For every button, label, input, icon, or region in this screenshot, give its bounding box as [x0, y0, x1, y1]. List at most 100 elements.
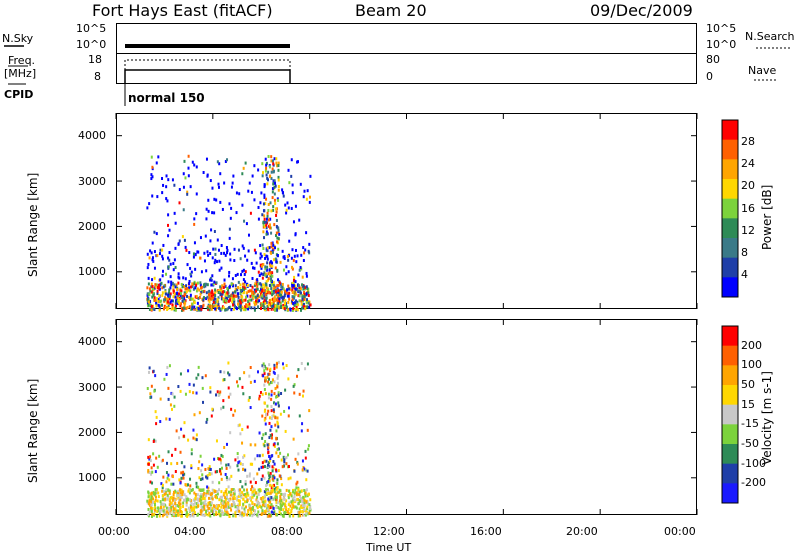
heatmap-cell — [218, 259, 221, 263]
heatmap-cell — [179, 509, 182, 513]
heatmap-cell — [152, 463, 155, 467]
heatmap-cell — [302, 506, 305, 510]
heatmap-cell — [267, 372, 270, 376]
heatmap-cell — [185, 284, 188, 288]
heatmap-cell — [206, 476, 209, 480]
colorbar-tick: -200 — [741, 476, 766, 490]
heatmap-cell — [191, 160, 194, 164]
heatmap-cell — [204, 374, 207, 378]
heatmap-cell — [284, 290, 287, 294]
heatmap-cell — [264, 157, 267, 161]
heatmap-cell — [265, 163, 268, 167]
heatmap-cell — [162, 494, 165, 498]
heatmap-cell — [276, 300, 279, 304]
freq-unit: [MHz] — [4, 67, 37, 80]
heatmap-cell — [194, 501, 197, 505]
colorbar-tick: 16 — [741, 201, 755, 215]
heatmap-cell — [270, 436, 273, 440]
heatmap-cell — [180, 289, 183, 293]
heatmap-cell — [187, 489, 190, 493]
heatmap-cell — [302, 299, 305, 303]
heatmap-cell — [238, 299, 241, 303]
heatmap-cell — [226, 478, 229, 482]
heatmap-cell — [220, 307, 223, 311]
heatmap-cell — [155, 514, 158, 518]
heatmap-cell — [266, 211, 269, 215]
heatmap-cell — [187, 506, 190, 510]
heatmap-cell — [268, 475, 271, 479]
heatmap-cell — [165, 506, 168, 510]
heatmap-cell — [178, 188, 181, 192]
heatmap-cell — [174, 301, 177, 305]
colorbar-segment — [722, 238, 738, 259]
heatmap-cell — [195, 376, 198, 380]
heatmap-cell — [274, 234, 277, 238]
heatmap-cell — [298, 493, 301, 497]
heatmap-cell — [252, 505, 255, 509]
heatmap-cell — [200, 291, 203, 295]
heatmap-cell — [151, 175, 154, 179]
heatmap-cell — [272, 466, 275, 470]
heatmap-cell — [270, 496, 273, 500]
heatmap-cell — [244, 500, 247, 504]
heatmap-cell — [242, 455, 245, 459]
heatmap-cell — [293, 275, 296, 279]
heatmap-cell — [157, 286, 160, 290]
heatmap-cell — [224, 299, 227, 303]
heatmap-cell — [209, 467, 212, 471]
heatmap-cell — [256, 297, 259, 301]
heatmap-cell — [225, 442, 228, 446]
heatmap-cell — [155, 488, 158, 492]
heatmap-cell — [300, 361, 303, 365]
heatmap-cell — [159, 299, 162, 303]
heatmap-cell — [234, 290, 237, 294]
heatmap-cell — [178, 501, 181, 505]
heatmap-cell — [216, 298, 219, 302]
heatmap-cell — [154, 374, 157, 378]
heatmap-cell — [192, 502, 195, 506]
heatmap-cell — [290, 265, 293, 269]
heatmap-cell — [188, 282, 191, 286]
heatmap-cell — [230, 308, 233, 312]
heatmap-cell — [278, 499, 281, 503]
heatmap-cell — [202, 296, 205, 300]
heatmap-cell — [267, 170, 270, 174]
heatmap-cell — [191, 488, 194, 492]
heatmap-cell — [167, 306, 170, 310]
power-ytick: 2000 — [78, 220, 106, 233]
heatmap-cell — [157, 283, 160, 287]
heatmap-cell — [201, 497, 204, 501]
heatmap-cell — [303, 467, 306, 471]
heatmap-cell — [208, 308, 211, 312]
heatmap-cell — [238, 192, 241, 196]
colorbar-tick: -100 — [741, 456, 766, 470]
heatmap-cell — [182, 434, 185, 438]
heatmap-cell — [209, 390, 212, 394]
heatmap-cell — [195, 308, 198, 312]
heatmap-cell — [148, 256, 151, 260]
heatmap-cell — [191, 305, 194, 309]
heatmap-cell — [147, 513, 150, 517]
heatmap-cell — [246, 474, 249, 478]
heatmap-cell — [282, 464, 285, 468]
heatmap-cell — [218, 498, 221, 502]
heatmap-cell — [266, 214, 269, 218]
heatmap-cell — [273, 462, 276, 466]
heatmap-cell — [150, 290, 153, 294]
heatmap-cell — [250, 511, 253, 515]
heatmap-cell — [182, 276, 185, 280]
heatmap-cell — [223, 282, 226, 286]
heatmap-cell — [220, 453, 223, 457]
heatmap-cell — [229, 305, 232, 309]
heatmap-cell — [254, 443, 257, 447]
heatmap-cell — [293, 303, 296, 307]
heatmap-cell — [264, 392, 267, 396]
heatmap-cell — [175, 283, 178, 287]
heatmap-cell — [168, 491, 171, 495]
heatmap-cell — [265, 197, 268, 201]
heatmap-cell — [156, 465, 159, 469]
heatmap-cell — [196, 301, 199, 305]
heatmap-cell — [270, 489, 273, 493]
heatmap-cell — [149, 506, 152, 510]
heatmap-cell — [241, 385, 244, 389]
